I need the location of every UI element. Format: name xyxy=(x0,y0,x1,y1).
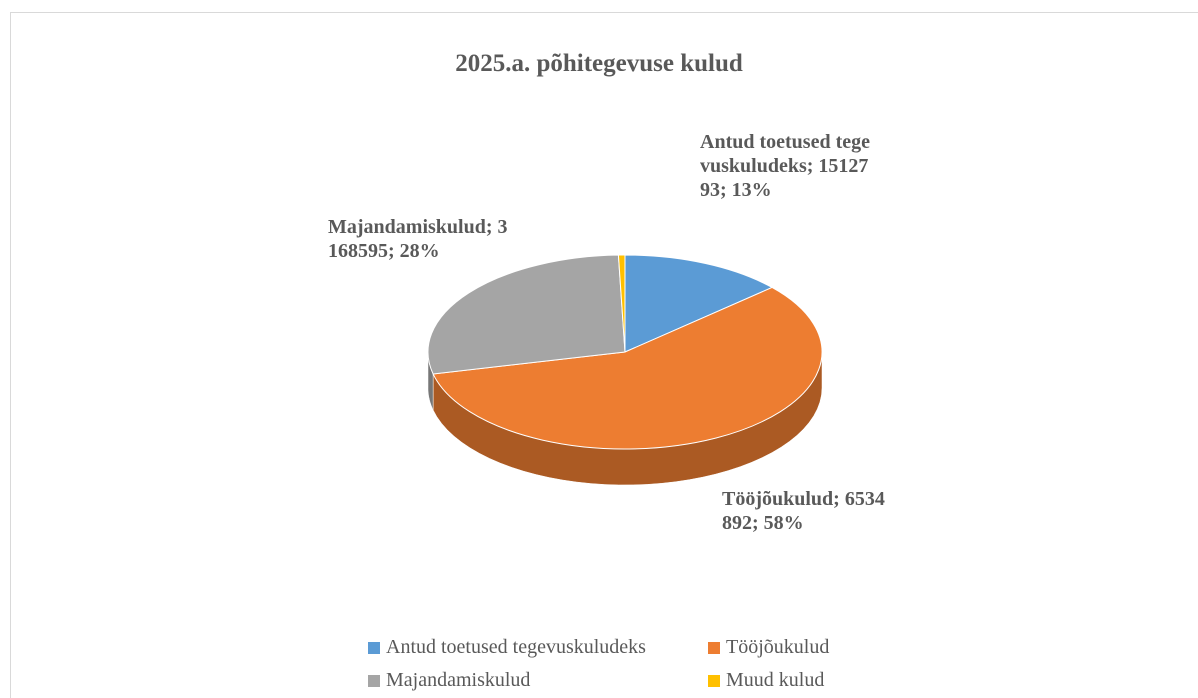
slice xyxy=(432,286,823,450)
legend-label: Tööjõukulud xyxy=(726,636,830,658)
legend-label: Antud toetused tegevuskuludeks xyxy=(386,636,646,658)
legend-swatch xyxy=(368,641,380,654)
legend-swatch xyxy=(368,674,380,687)
slice xyxy=(427,254,626,375)
legend-item: Antud toetused tegevuskuludeks xyxy=(368,636,708,659)
legend-label: Muud kulud xyxy=(726,669,825,691)
legend-item: Muud kulud xyxy=(708,669,908,692)
legend-swatch xyxy=(708,641,720,654)
chart-title: 2025.a. põhitegevuse kulud xyxy=(455,50,743,77)
slice xyxy=(617,254,626,353)
legend: Antud toetused tegevuskuludeks Tööjõukulu… xyxy=(368,636,908,692)
chart-area xyxy=(10,12,1198,698)
legend-item: Tööjõukulud xyxy=(708,636,908,659)
data-label: Antud toetused tegevuskuludeks; 1512793;… xyxy=(700,131,870,201)
legend-label: Majandamiskulud xyxy=(386,669,531,691)
slice xyxy=(624,254,774,353)
legend-swatch xyxy=(708,674,720,687)
data-label: Tööjõukulud; 6534892; 58% xyxy=(722,488,885,534)
data-label: Majandamiskulud; 3168595; 28% xyxy=(328,216,508,262)
legend-item: Majandamiskulud xyxy=(368,669,708,692)
